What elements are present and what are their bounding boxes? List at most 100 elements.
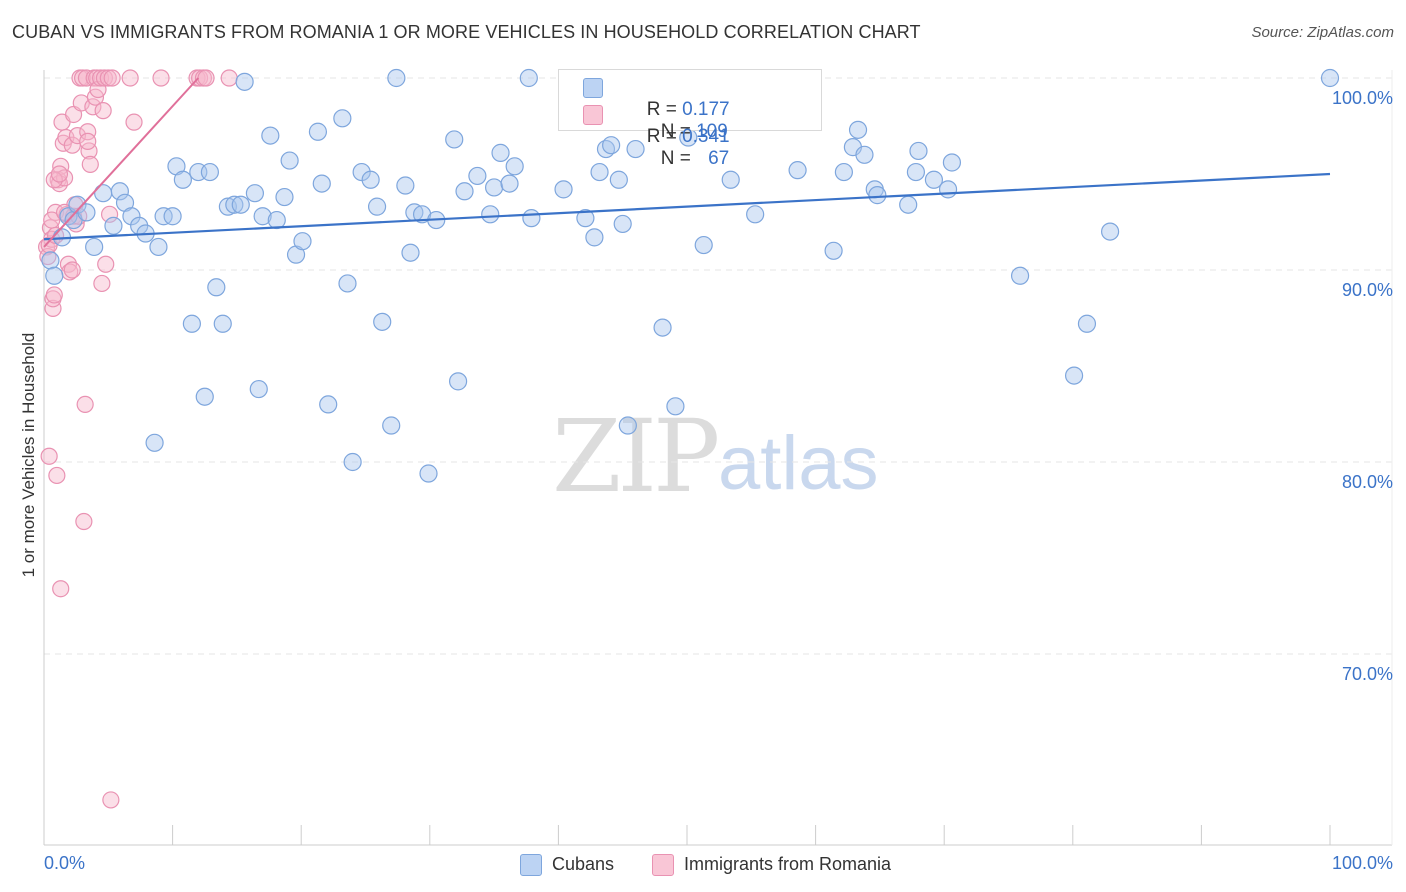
cubans-point bbox=[319, 395, 338, 414]
legend-n-value: 67 bbox=[708, 148, 730, 169]
cubans-point bbox=[367, 197, 387, 216]
cubans-point bbox=[275, 187, 294, 207]
cubans-point bbox=[834, 162, 853, 182]
cubans-point bbox=[419, 464, 438, 483]
legend-r-value: 0.177 bbox=[682, 99, 730, 120]
cubans-point bbox=[267, 210, 286, 230]
cubans-point bbox=[481, 205, 500, 224]
cubans-point bbox=[308, 122, 328, 141]
romania-point bbox=[79, 123, 97, 141]
cubans-point bbox=[261, 126, 280, 145]
cubans-point bbox=[235, 72, 254, 91]
cubans-point bbox=[576, 209, 595, 228]
cubans-point bbox=[824, 241, 843, 260]
cubans-point bbox=[1100, 222, 1120, 241]
tick-labels: 100.0% 90.0% 80.0% 70.0% 0.0% 100.0% bbox=[44, 88, 1393, 873]
cubans-point bbox=[145, 433, 164, 452]
romania-point bbox=[75, 512, 93, 531]
cubans-trend-line bbox=[43, 172, 1331, 241]
romania-point bbox=[40, 447, 58, 465]
legend-r-label: R = bbox=[646, 126, 683, 147]
cubans-point bbox=[522, 209, 541, 228]
cubans-point bbox=[455, 182, 474, 201]
cubans-point bbox=[77, 203, 96, 222]
romania-point bbox=[79, 132, 97, 150]
romania-legend-swatch bbox=[652, 854, 674, 876]
cubans-point bbox=[396, 176, 415, 195]
cubans-point bbox=[45, 266, 64, 285]
cubans-point bbox=[382, 416, 401, 435]
romania-legend-label: Immigrants from Romania bbox=[684, 854, 892, 874]
cubans-point bbox=[1064, 366, 1084, 385]
romania-point bbox=[103, 69, 121, 87]
romania-point bbox=[97, 255, 115, 273]
cubans-point bbox=[333, 109, 352, 128]
cubans-point bbox=[485, 178, 504, 197]
cubans-point bbox=[312, 174, 331, 193]
legend-r-label: R = bbox=[646, 99, 683, 120]
cubans-point bbox=[122, 207, 141, 226]
x-tick-label-left: 0.0% bbox=[44, 853, 85, 873]
cubans-point bbox=[1320, 68, 1340, 88]
cubans-point bbox=[110, 182, 129, 201]
romania-trend-line bbox=[43, 77, 200, 248]
cubans-point bbox=[207, 278, 226, 297]
romania-point bbox=[76, 395, 94, 413]
cubans-point bbox=[373, 312, 392, 331]
cubans-point bbox=[500, 174, 519, 193]
romania-point bbox=[84, 98, 102, 116]
cubans-point bbox=[245, 184, 265, 203]
cubans-point bbox=[694, 235, 713, 255]
cubans-point bbox=[590, 162, 609, 182]
cubans-point bbox=[666, 397, 685, 416]
romania-point bbox=[102, 791, 120, 809]
y-tick-label: 100.0% bbox=[1332, 88, 1393, 108]
cubans-point bbox=[293, 232, 312, 251]
cubans-point bbox=[163, 207, 182, 226]
cubans-point bbox=[182, 314, 201, 333]
romania-point bbox=[52, 580, 70, 598]
cubans-point bbox=[213, 314, 232, 333]
romania-point bbox=[93, 274, 111, 293]
cubans-point bbox=[938, 180, 958, 199]
romania-point bbox=[125, 113, 143, 131]
cubans-swatch bbox=[583, 78, 603, 98]
cubans-point bbox=[149, 237, 168, 257]
axes bbox=[43, 70, 1393, 846]
romania-point bbox=[99, 69, 117, 87]
cubans-point bbox=[225, 195, 244, 214]
cubans-point bbox=[468, 166, 487, 186]
legend-n-label: N = bbox=[660, 148, 697, 169]
romania-point bbox=[121, 69, 139, 87]
cubans-point bbox=[253, 207, 272, 226]
cubans-point bbox=[788, 161, 807, 180]
y-tick-label: 80.0% bbox=[1342, 472, 1393, 492]
cubans-point bbox=[200, 162, 219, 182]
romania-point bbox=[45, 286, 63, 304]
cubans-point bbox=[445, 130, 464, 149]
cubans-point bbox=[626, 139, 645, 159]
cubans-point bbox=[519, 68, 538, 88]
cubans-point bbox=[231, 195, 250, 214]
cubans-point bbox=[924, 170, 944, 189]
cubans-point bbox=[491, 143, 510, 162]
chart-title: CUBAN VS IMMIGRANTS FROM ROMANIA 1 OR MO… bbox=[12, 22, 921, 42]
cubans-point bbox=[505, 157, 524, 176]
cubans-point bbox=[343, 452, 362, 472]
cubans-point bbox=[361, 170, 380, 189]
romania-point bbox=[44, 299, 62, 317]
cubans-point bbox=[855, 145, 874, 164]
cubans-point bbox=[173, 170, 192, 189]
trend-lines bbox=[43, 77, 1331, 248]
cubans-point bbox=[41, 251, 60, 270]
romania-point bbox=[63, 261, 81, 279]
cubans-point bbox=[401, 243, 420, 262]
series-cubans-points bbox=[41, 68, 1340, 483]
x-tick-label-right: 100.0% bbox=[1332, 853, 1393, 873]
cubans-legend-label: Cubans bbox=[552, 854, 615, 874]
romania-swatch bbox=[583, 105, 603, 125]
stats-legend: R = 0.177 N = 109 R = 0.341 N = 67 bbox=[558, 69, 822, 169]
cubans-point bbox=[868, 186, 887, 205]
series-romania-points bbox=[37, 69, 238, 809]
